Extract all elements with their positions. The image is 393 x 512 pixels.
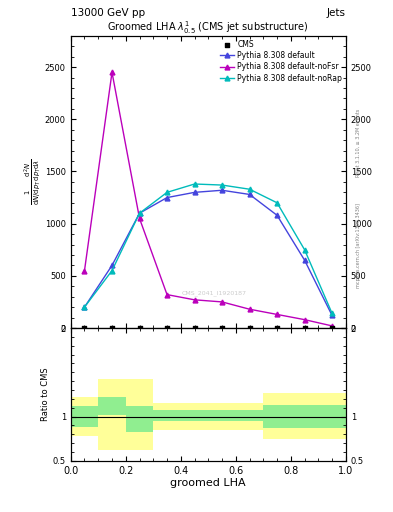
Pythia 8.308 default-noFsr xyxy=(165,291,169,297)
Pythia 8.308 default xyxy=(137,210,142,216)
Y-axis label: $\frac{1}{\mathrm{d}N/\mathrm{d}p_T}\frac{\mathrm{d}^2N}{\mathrm{d}p_T\mathrm{d}: $\frac{1}{\mathrm{d}N/\mathrm{d}p_T}\fra… xyxy=(23,159,44,205)
Pythia 8.308 default-noFsr xyxy=(110,69,114,75)
Text: CMS_2041_I1920187: CMS_2041_I1920187 xyxy=(181,290,246,296)
CMS xyxy=(219,324,225,332)
Pythia 8.308 default xyxy=(302,257,307,263)
X-axis label: groomed LHA: groomed LHA xyxy=(171,478,246,488)
CMS xyxy=(136,324,143,332)
Pythia 8.308 default-noFsr xyxy=(247,306,252,312)
Pythia 8.308 default xyxy=(220,187,224,194)
Pythia 8.308 default-noRap xyxy=(220,182,224,188)
Pythia 8.308 default-noFsr xyxy=(302,316,307,323)
Pythia 8.308 default-noRap xyxy=(137,210,142,216)
Pythia 8.308 default xyxy=(165,195,169,201)
CMS xyxy=(329,324,335,332)
Line: Pythia 8.308 default-noFsr: Pythia 8.308 default-noFsr xyxy=(82,70,334,328)
Text: mcplots.cern.ch [arXiv:1306.3436]: mcplots.cern.ch [arXiv:1306.3436] xyxy=(356,203,361,288)
Pythia 8.308 default-noFsr xyxy=(330,323,334,329)
Pythia 8.308 default xyxy=(330,312,334,318)
Text: Jets: Jets xyxy=(327,8,346,18)
Pythia 8.308 default-noRap xyxy=(330,310,334,316)
Pythia 8.308 default-noFsr xyxy=(275,311,279,317)
Pythia 8.308 default-noRap xyxy=(302,247,307,253)
Pythia 8.308 default xyxy=(110,262,114,268)
Title: Groomed LHA $\lambda^{1}_{0.5}$ (CMS jet substructure): Groomed LHA $\lambda^{1}_{0.5}$ (CMS jet… xyxy=(108,19,309,36)
Pythia 8.308 default-noRap xyxy=(275,200,279,206)
Pythia 8.308 default xyxy=(247,191,252,198)
CMS xyxy=(301,324,308,332)
CMS xyxy=(81,324,88,332)
Pythia 8.308 default-noFsr xyxy=(192,297,197,303)
Legend: CMS, Pythia 8.308 default, Pythia 8.308 default-noFsr, Pythia 8.308 default-noRa: CMS, Pythia 8.308 default, Pythia 8.308 … xyxy=(219,38,343,84)
Pythia 8.308 default-noFsr xyxy=(220,299,224,305)
Pythia 8.308 default-noFsr xyxy=(82,268,87,274)
Pythia 8.308 default-noRap xyxy=(192,181,197,187)
Line: Pythia 8.308 default-noRap: Pythia 8.308 default-noRap xyxy=(82,182,334,316)
Line: Pythia 8.308 default: Pythia 8.308 default xyxy=(82,188,334,318)
Pythia 8.308 default-noRap xyxy=(110,268,114,274)
Pythia 8.308 default-noRap xyxy=(82,304,87,310)
Pythia 8.308 default xyxy=(192,189,197,196)
Pythia 8.308 default xyxy=(275,212,279,219)
Pythia 8.308 default-noRap xyxy=(247,186,252,193)
CMS xyxy=(109,324,115,332)
CMS xyxy=(164,324,170,332)
Pythia 8.308 default xyxy=(82,304,87,310)
Pythia 8.308 default-noFsr xyxy=(137,216,142,222)
Text: Rivet 3.1.10, ≥ 3.2M events: Rivet 3.1.10, ≥ 3.2M events xyxy=(356,109,361,178)
CMS xyxy=(246,324,253,332)
CMS xyxy=(191,324,198,332)
Y-axis label: Ratio to CMS: Ratio to CMS xyxy=(41,368,50,421)
Text: 13000 GeV pp: 13000 GeV pp xyxy=(71,8,145,18)
Pythia 8.308 default-noRap xyxy=(165,189,169,196)
CMS xyxy=(274,324,280,332)
